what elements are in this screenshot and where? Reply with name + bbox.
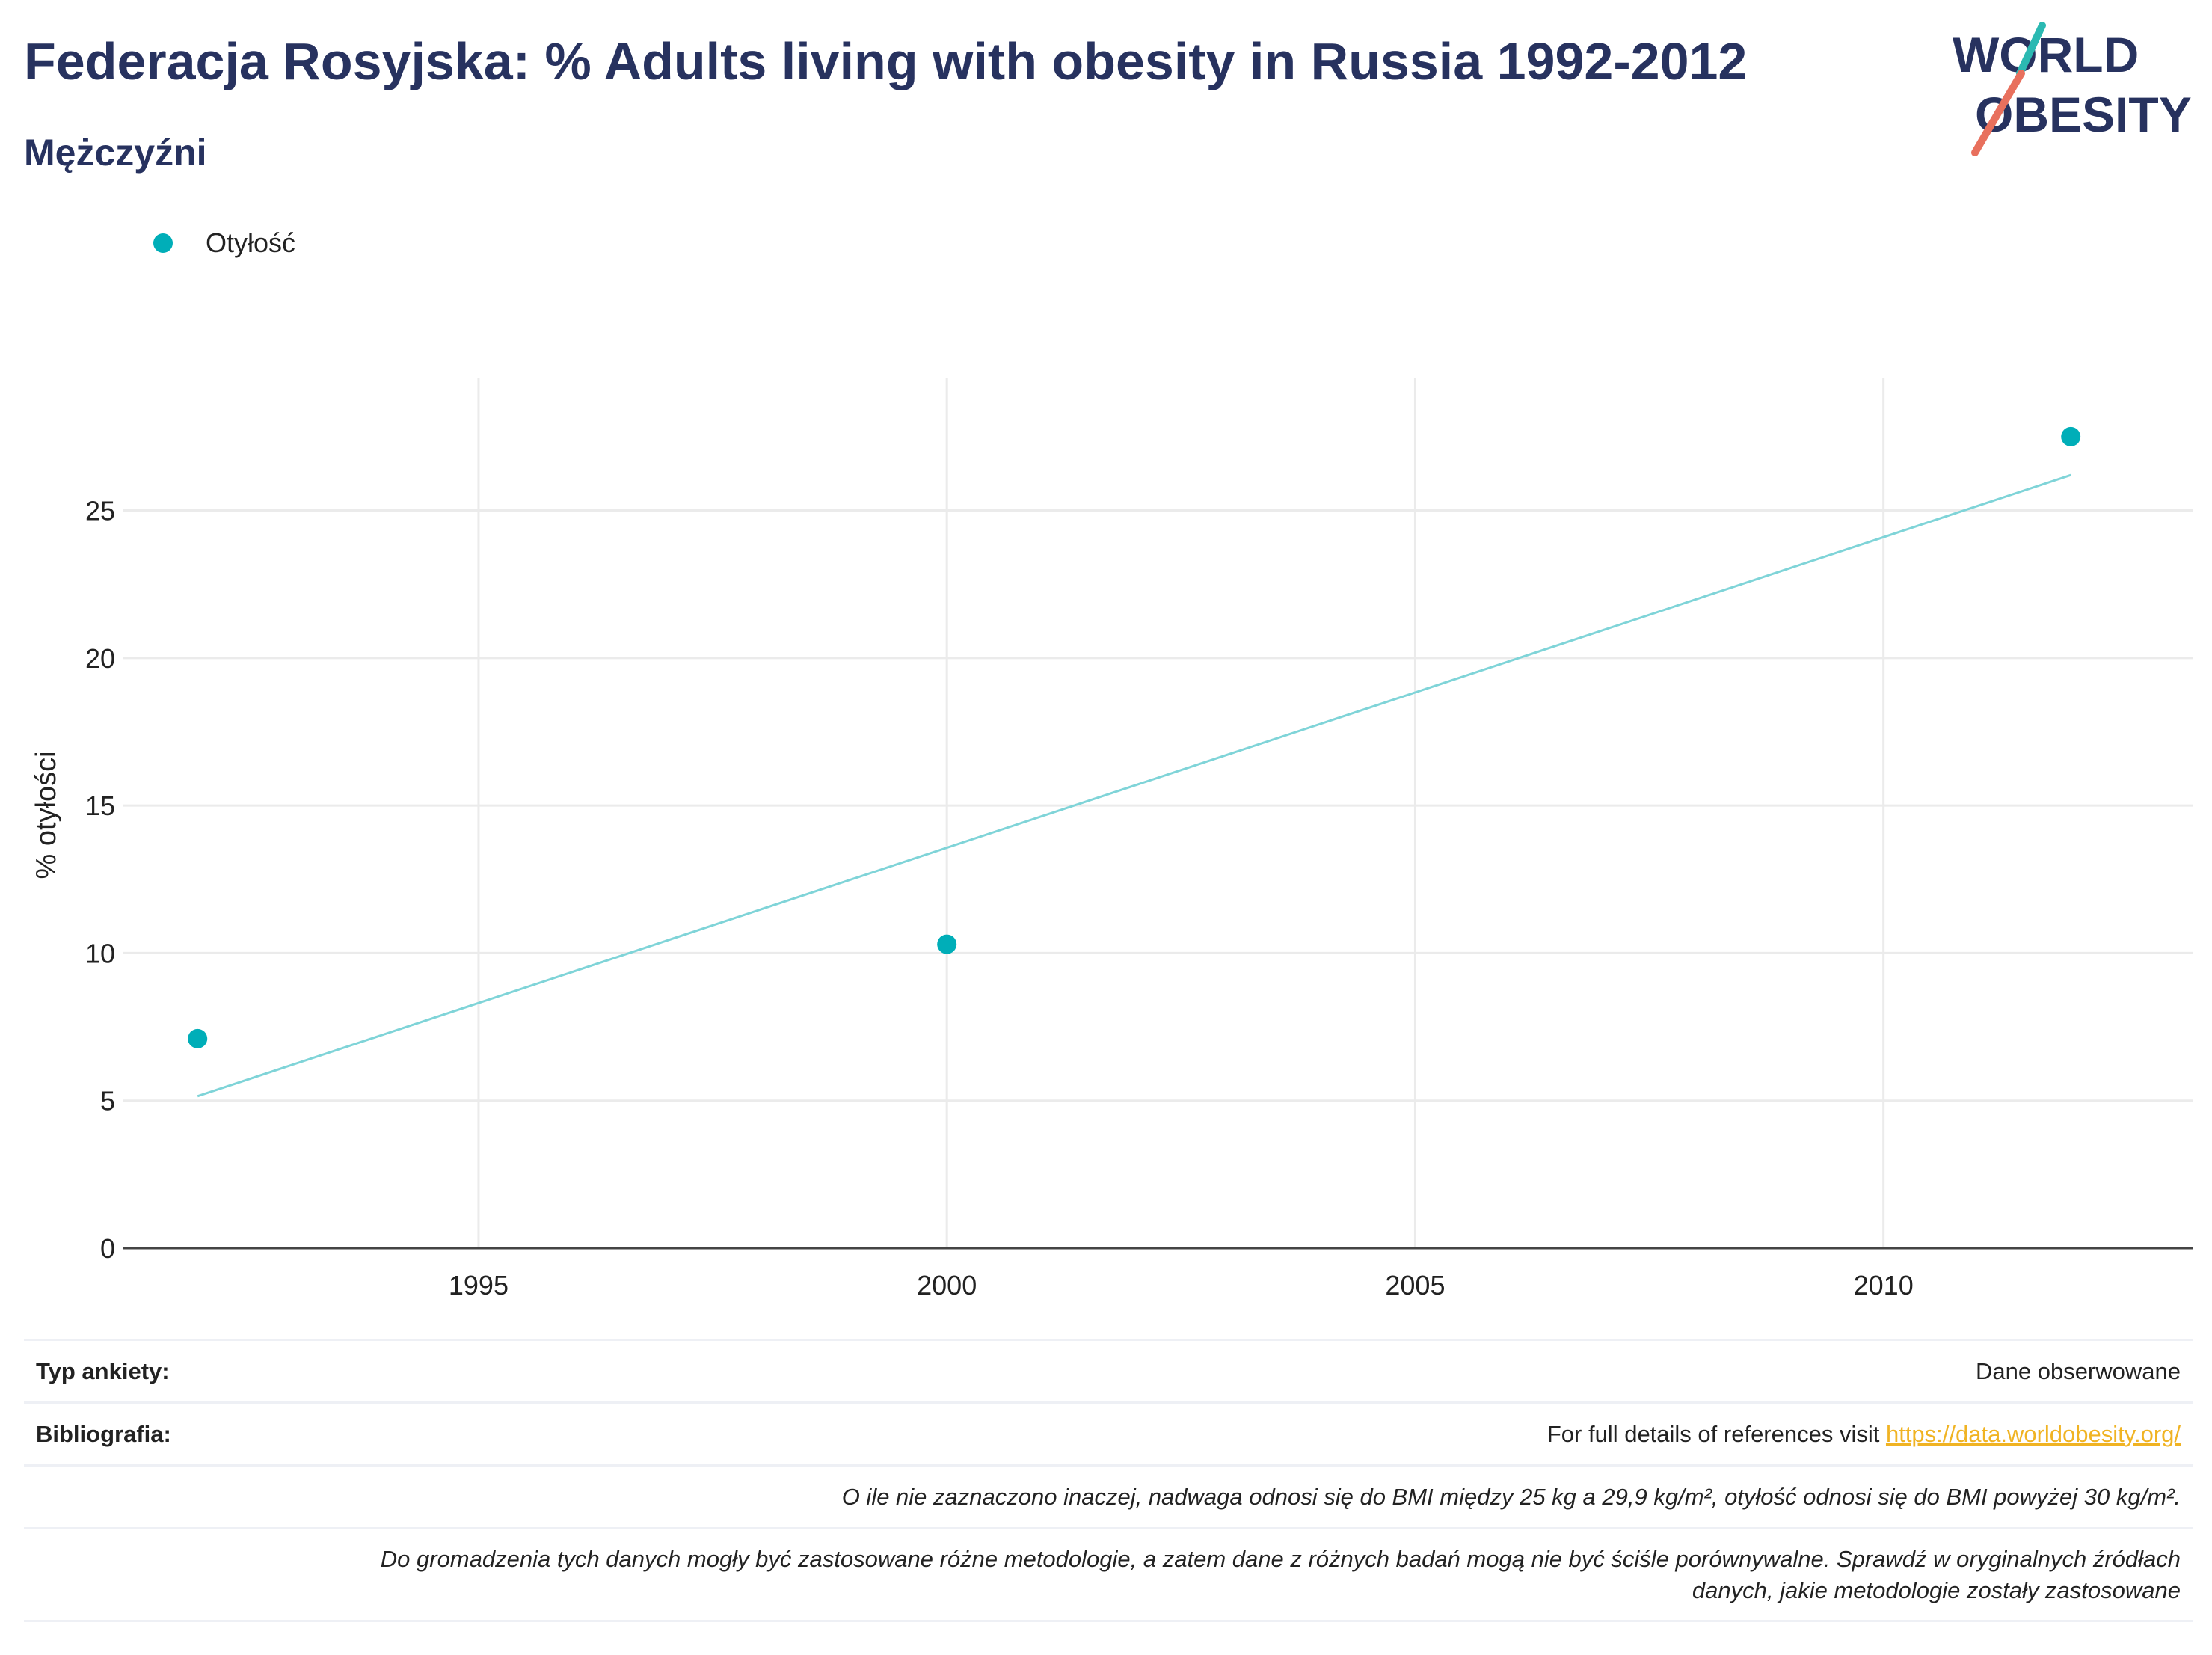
logo-coral-slash <box>1971 70 2025 156</box>
methodology-note: Do gromadzenia tych danych mogły być zas… <box>36 1544 2181 1606</box>
methodology-note-line1: Do gromadzenia tych danych mogły być zas… <box>380 1545 2181 1572</box>
x-tick-label-2010: 2010 <box>1854 1270 1914 1301</box>
x-tick-label-2005: 2005 <box>1385 1270 1445 1301</box>
bibliography-text: For full details of references visit <box>1546 1420 1886 1447</box>
bibliography-label: Bibliografia: <box>36 1420 171 1447</box>
references-link[interactable]: https://data.worldobesity.org/ <box>1885 1420 2181 1447</box>
y-tick-label-25: 25 <box>85 496 115 526</box>
bibliography-value: For full details of references visit htt… <box>1547 1421 2181 1448</box>
logo-teal-slash <box>2016 22 2046 77</box>
data-point-2000 <box>937 934 957 954</box>
definition-note-row: O ile nie zaznaczono inaczej, nadwaga od… <box>24 1467 2193 1529</box>
grid <box>123 378 2193 1248</box>
chart-legend: Otyłość <box>153 224 295 262</box>
x-tick-label-1995: 1995 <box>449 1270 509 1301</box>
x-tick-label-2000: 2000 <box>917 1270 977 1301</box>
trendline-layer <box>197 473 2071 1098</box>
bibliography-row: Bibliografia: For full details of refere… <box>24 1404 2193 1467</box>
methodology-note-row: Do gromadzenia tych danych mogły być zas… <box>24 1529 2193 1622</box>
legend-label: Otyłość <box>206 227 296 258</box>
y-tick-label-10: 10 <box>85 938 115 968</box>
y-tick-label-20: 20 <box>85 643 115 674</box>
chart-footer: Typ ankiety: Dane obserwowane Bibliograf… <box>24 1339 2193 1622</box>
y-tick-label-5: 5 <box>100 1086 115 1117</box>
scatter-chart: 1995 2000 2005 2010 0 5 10 15 20 25 % otyłości <box>31 378 2193 1301</box>
definition-note: O ile nie zaznaczono inaczej, nadwaga od… <box>841 1483 2181 1510</box>
axes: 1995 2000 2005 2010 0 5 10 15 20 25 <box>85 496 2193 1301</box>
y-tick-label-0: 0 <box>100 1233 115 1264</box>
page-title: Federacja Rosyjska: % Adults living with… <box>24 32 1748 90</box>
survey-type-value: Dane obserwowane <box>1975 1357 2181 1384</box>
data-point-2012 <box>2061 426 2081 446</box>
legend-marker <box>153 233 173 253</box>
survey-type-row: Typ ankiety: Dane obserwowane <box>24 1341 2193 1404</box>
trendline <box>197 473 2071 1098</box>
survey-type-label: Typ ankiety: <box>36 1357 170 1384</box>
methodology-note-line2: danych, jakie metodologie zostały zastos… <box>1692 1576 2181 1603</box>
data-points <box>188 426 2081 1048</box>
y-axis-label: % otyłości <box>31 751 62 879</box>
world-obesity-logo: WORLD OBESITY <box>1953 22 2192 156</box>
page-subtitle: Mężczyźni <box>24 132 207 174</box>
y-tick-label-15: 15 <box>85 790 115 821</box>
logo-line1: WORLD <box>1953 27 2139 82</box>
data-point-1992 <box>188 1028 208 1048</box>
